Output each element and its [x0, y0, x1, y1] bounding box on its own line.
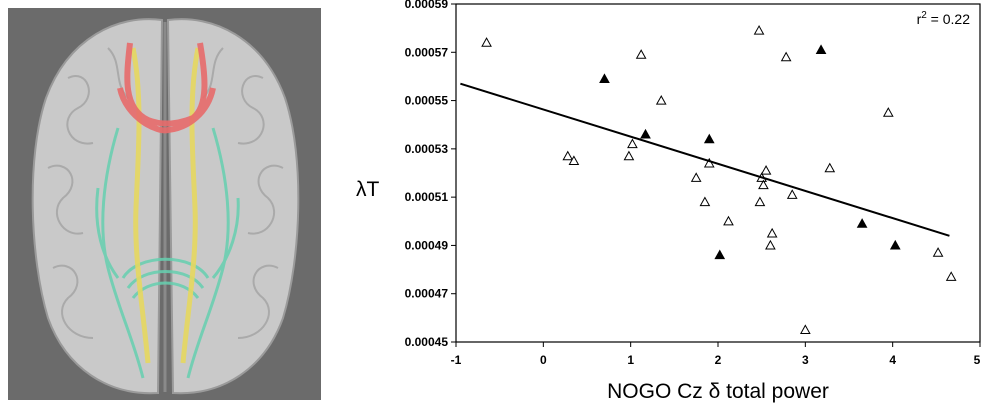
open-triangle-point: [481, 37, 492, 47]
x-axis-ticks: -1 0 1 2 3 4 5: [451, 342, 981, 367]
open-triangle-point: [655, 95, 667, 105]
y-axis-title: λT: [356, 178, 380, 201]
x-tick-label: -1: [451, 353, 462, 367]
y-tick-label: 0.00049: [405, 238, 449, 252]
plot-area-frame: [455, 3, 981, 343]
open-triangle-point: [623, 150, 635, 161]
open-triangle-point: [754, 196, 766, 207]
open-triangle-point: [824, 162, 836, 173]
filled-triangle-point: [640, 128, 651, 139]
r-squared-annotation: r2 = 0.22: [917, 10, 971, 27]
x-axis-title: NOGO Cz δ total power: [607, 380, 829, 403]
data-points: [481, 25, 957, 335]
open-triangle-point: [699, 196, 711, 207]
open-triangle-point: [690, 172, 702, 182]
r-squared-r: r: [917, 11, 922, 27]
x-tick-label: 1: [627, 353, 634, 367]
open-triangle-point: [753, 25, 765, 35]
x-tick-label: 4: [889, 353, 896, 367]
y-tick-label: 0.00059: [405, 0, 449, 11]
y-tick-label: 0.00057: [405, 45, 449, 59]
x-tick-label: 3: [802, 353, 809, 367]
open-triangle-point: [703, 157, 715, 168]
filled-triangle-point: [703, 133, 715, 144]
filled-triangle-point: [856, 218, 868, 228]
x-tick-label: 0: [540, 353, 547, 367]
filled-triangle-point: [714, 249, 726, 260]
open-triangle-point: [635, 49, 647, 59]
open-triangle-point: [627, 138, 638, 149]
r-squared-value: = 0.22: [927, 11, 970, 27]
open-triangle-point: [799, 324, 811, 335]
open-triangle-point: [780, 51, 792, 62]
y-tick-label: 0.00045: [405, 335, 449, 349]
y-axis-ticks: 0.00045 0.00047 0.00049 0.00051 0.00053 0.000…: [405, 0, 456, 349]
x-tick-label: 2: [715, 353, 722, 367]
open-triangle-point: [945, 271, 957, 281]
posterior-tracts: [95, 127, 240, 379]
open-triangle-point: [568, 155, 580, 166]
frontal-tracts: [117, 42, 216, 134]
open-triangle-point: [882, 107, 894, 117]
open-triangle-point: [786, 189, 798, 199]
open-triangle-point: [766, 227, 778, 238]
y-tick-label: 0.00053: [405, 142, 449, 156]
y-tick-label: 0.00047: [405, 287, 449, 301]
brain-tractography-image: [8, 8, 321, 400]
brain-tractography-icon: [8, 8, 321, 400]
y-tick-label: 0.00051: [405, 190, 449, 204]
open-triangle-point: [723, 215, 734, 226]
central-tracts: [130, 47, 201, 364]
r-squared-superscript: 2: [921, 10, 927, 21]
filled-triangle-point: [599, 73, 610, 83]
open-triangle-point: [765, 239, 776, 250]
open-triangle-point: [758, 179, 769, 190]
x-tick-label: 5: [974, 353, 981, 367]
trend-line: [460, 82, 950, 237]
scatter-chart: 0.00045 0.00047 0.00049 0.00051 0.00053 0.000…: [356, 0, 981, 403]
y-tick-label: 0.00055: [405, 94, 449, 108]
open-triangle-point: [932, 247, 944, 257]
gyri-pattern: [47, 47, 284, 339]
open-triangle-point: [562, 150, 574, 161]
open-triangle-point: [760, 165, 772, 175]
filled-triangle-point: [815, 44, 827, 54]
filled-triangle-point: [889, 239, 901, 250]
